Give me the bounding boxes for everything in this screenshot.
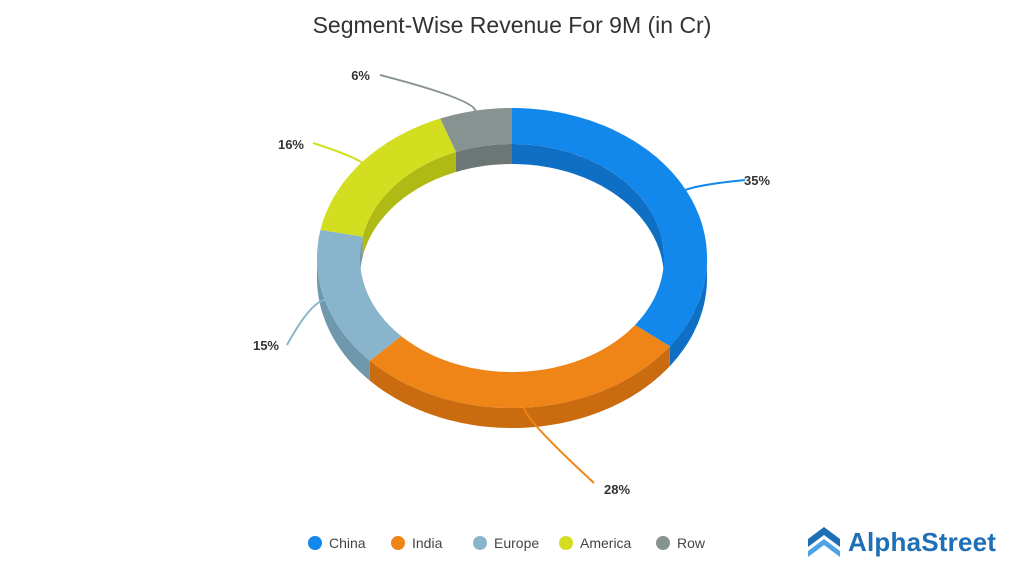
chart-title: Segment-Wise Revenue For 9M (in Cr) xyxy=(312,12,712,38)
legend-swatch-india xyxy=(391,536,405,550)
brand-name: AlphaStreet xyxy=(848,526,997,557)
outer-wall-china xyxy=(669,258,707,367)
alphastreet-chevron-logo-icon xyxy=(808,527,840,557)
legend-item-row: Row xyxy=(656,535,706,551)
legend-label-row: Row xyxy=(677,535,706,551)
legend-label-europe: Europe xyxy=(494,535,539,551)
leader-line-row xyxy=(379,74,477,112)
inner-wall-america xyxy=(362,152,456,257)
inner-wall-row xyxy=(456,144,512,172)
legend-swatch-america xyxy=(559,536,573,550)
percent-label-row: 6% xyxy=(351,68,370,83)
donut-tops xyxy=(317,108,707,408)
legend-item-europe: Europe xyxy=(473,535,539,551)
legend-item-china: China xyxy=(308,535,366,551)
slice-europe xyxy=(317,229,402,361)
percent-label-china: 35% xyxy=(744,173,770,188)
alphastreet-brand: AlphaStreet xyxy=(806,522,996,562)
leader-line-china xyxy=(685,179,746,191)
slice-china xyxy=(512,108,707,347)
legend-item-india: India xyxy=(391,535,443,551)
slice-america xyxy=(320,118,456,237)
percent-label-india: 28% xyxy=(604,482,630,497)
slice-row xyxy=(440,108,512,152)
donut-sides xyxy=(317,144,707,428)
outer-wall-europe xyxy=(317,258,370,381)
inner-wall-europe xyxy=(360,236,363,278)
label-leaders xyxy=(286,74,746,484)
legend-label-india: India xyxy=(412,535,443,551)
inner-wall-china xyxy=(512,144,664,278)
leader-line-europe xyxy=(286,298,326,346)
leader-line-america xyxy=(312,142,363,164)
legend-swatch-row xyxy=(656,536,670,550)
legend-swatch-europe xyxy=(473,536,487,550)
legend-label-china: China xyxy=(329,535,366,551)
legend-label-america: America xyxy=(580,535,632,551)
percent-label-europe: 15% xyxy=(253,338,279,353)
slice-india xyxy=(369,325,670,408)
outer-wall-india xyxy=(369,346,670,428)
legend-swatch-china xyxy=(308,536,322,550)
percent-labels: 35% 28% 15% 16% 6% xyxy=(253,68,770,497)
legend-item-america: America xyxy=(559,535,632,551)
percent-label-america: 16% xyxy=(278,137,304,152)
legend: China India Europe America Row xyxy=(308,535,706,551)
leader-line-india xyxy=(523,407,595,484)
